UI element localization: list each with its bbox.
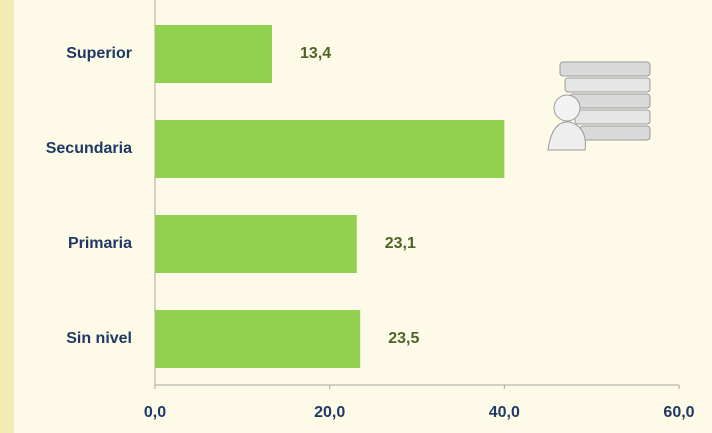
bar xyxy=(155,310,360,368)
books-illustration xyxy=(548,62,650,150)
x-tick-label: 20,0 xyxy=(314,404,345,421)
chart: 0,0 20,0 40,0 60,0 Superior 13,4 Secundaria Pri… xyxy=(0,0,712,433)
bar xyxy=(155,215,357,273)
bar xyxy=(155,25,272,83)
x-tick-label: 60,0 xyxy=(663,404,694,421)
left-strip xyxy=(0,0,14,433)
x-tick-label: 40,0 xyxy=(489,404,520,421)
value-label: 13,4 xyxy=(300,45,331,62)
x-tick-label: 0,0 xyxy=(144,404,166,421)
y-tick-label: Superior xyxy=(66,45,132,62)
value-label: 23,5 xyxy=(388,330,419,347)
value-label: 23,1 xyxy=(385,235,416,252)
y-tick-label: Primaria xyxy=(68,235,132,252)
bar xyxy=(155,120,504,178)
y-tick-label: Sin nivel xyxy=(66,330,132,347)
y-tick-label: Secundaria xyxy=(46,140,132,157)
